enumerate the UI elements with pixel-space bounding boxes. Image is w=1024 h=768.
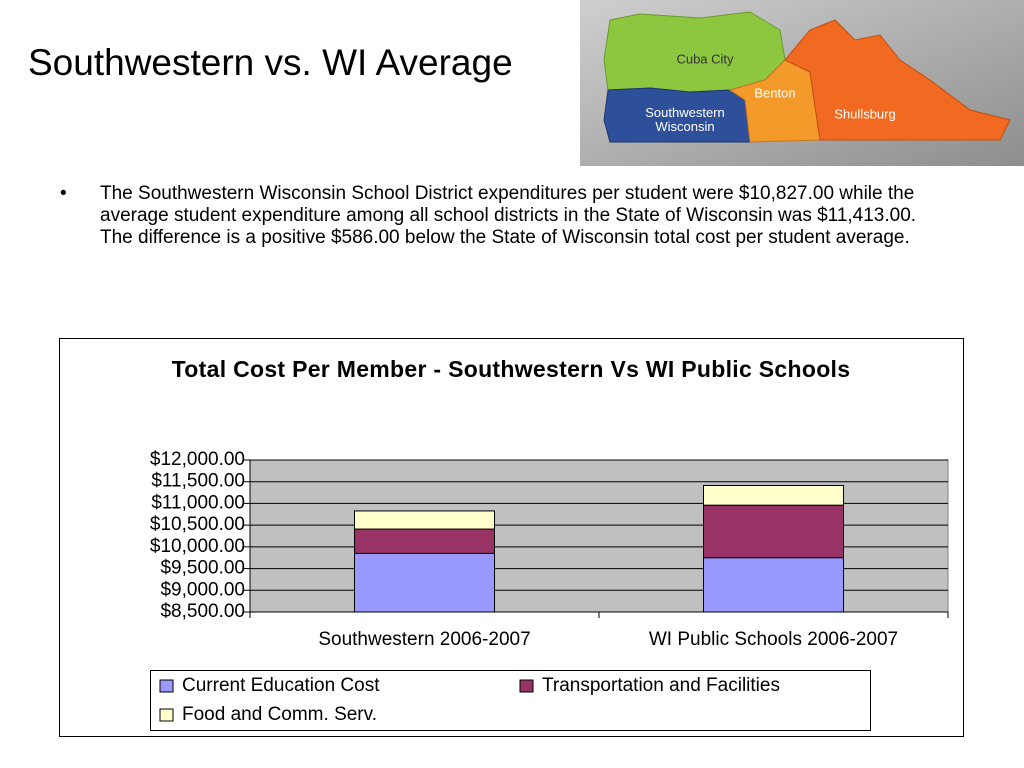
bar-segment: [703, 557, 844, 613]
chart-title: Total Cost Per Member - Southwestern Vs …: [171, 356, 851, 382]
bullet-marker: •: [60, 183, 67, 204]
chart-frame: [59, 338, 964, 737]
bullet-text: The Southwestern Wisconsin School Distri…: [100, 183, 917, 248]
plot-area: [249, 459, 949, 613]
region-shullsburg: [784, 19, 1011, 141]
x-tick-label: WI Public Schools 2006-2007: [649, 629, 898, 650]
legend-label: Current Education Cost: [182, 675, 380, 696]
bar-segment: [703, 484, 844, 506]
map-label: Cuba City: [676, 51, 734, 66]
bar-segment: [354, 552, 495, 613]
map-label: Benton: [754, 85, 795, 100]
y-tick-label: $11,500.00: [151, 471, 245, 492]
x-tick-label: Southwestern 2006-2007: [318, 629, 530, 650]
map-label: Southwestern Wisconsin: [645, 106, 725, 134]
y-tick-label: $8,500.00: [160, 601, 245, 622]
map-label: Shullsburg: [834, 106, 895, 121]
bar-segment: [354, 510, 495, 530]
legend-swatch: [519, 679, 534, 693]
bar-segment: [703, 504, 844, 559]
y-tick-label: $9,000.00: [160, 579, 245, 600]
legend-box: [150, 670, 871, 731]
legend-swatch: [159, 679, 174, 693]
y-tick-label: $9,500.00: [160, 558, 245, 579]
legend-label: Transportation and Facilities: [542, 675, 780, 696]
district-map: Cuba City Benton Southwestern Wisconsin …: [580, 0, 1024, 166]
y-tick-label: $10,500.00: [150, 514, 245, 535]
y-tick-label: $10,000.00: [150, 536, 245, 557]
y-tick-label: $11,000.00: [151, 492, 245, 513]
legend-label: Food and Comm. Serv.: [182, 704, 377, 725]
bar-segment: [354, 528, 495, 554]
slide-title: Southwestern vs. WI Average: [28, 42, 513, 83]
y-tick-label: $12,000.00: [150, 449, 245, 470]
legend-swatch: [159, 708, 174, 722]
